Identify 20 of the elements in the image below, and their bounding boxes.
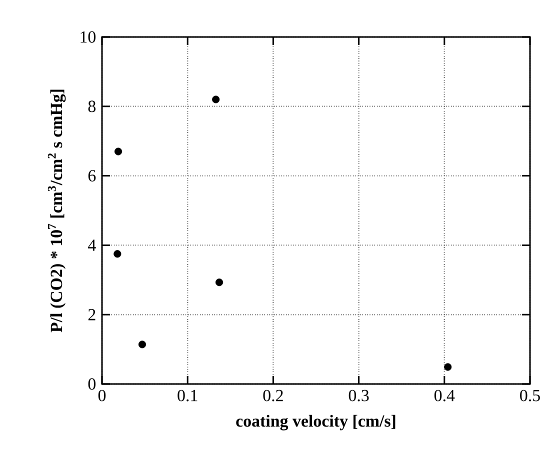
point [114, 250, 122, 258]
x-tick-label: 0 [98, 390, 106, 402]
y-tick-label: 8 [88, 100, 96, 112]
point [114, 148, 122, 156]
x-tick-label: 0.3 [348, 390, 369, 402]
y-tick-label: 10 [80, 31, 96, 43]
point [215, 278, 224, 286]
x-tick-label: 0.5 [520, 390, 540, 402]
y-tick-label: 2 [88, 308, 96, 320]
x-axis-title: coating velocity [cm/s] [236, 414, 396, 430]
y-tick-label: 4 [88, 240, 96, 251]
point [138, 340, 146, 348]
y-tick-label: 0 [88, 378, 96, 390]
y-tick-label: 6 [88, 170, 96, 182]
point [444, 363, 452, 371]
x-tick-label: 0.2 [263, 390, 283, 402]
y-axis-title: P/l (CO2) * 10$^{7}$ [cm$^{3}$/cm$^{2}$ s cmHg] [48, 90, 66, 332]
point [212, 96, 220, 104]
x-tick-label: 0.1 [178, 390, 198, 402]
x-tick-label: 0.4 [434, 390, 455, 402]
